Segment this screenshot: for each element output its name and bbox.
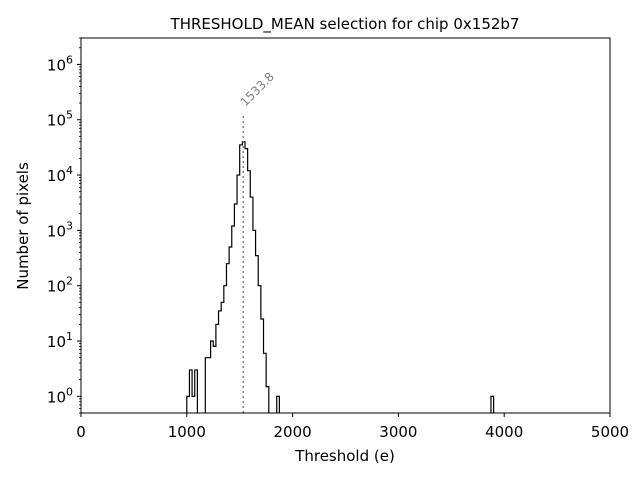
histogram-bin [216,324,219,413]
histogram-bin [261,319,264,413]
histogram-bin [266,387,269,413]
histogram-bin [187,396,190,413]
histogram-bin [491,396,494,413]
histogram-bin [221,302,224,413]
histogram-outline [186,141,495,413]
histogram-bin [205,358,208,413]
x-tick-label: 5000 [591,423,629,441]
histogram-bin [237,175,240,413]
y-tick-label: 100 [47,385,73,406]
y-tick-label: 101 [47,330,73,351]
x-tick-label: 0 [76,423,86,441]
histogram-bin [248,171,251,413]
y-tick-label: 104 [47,164,73,185]
y-tick-label: 105 [47,109,73,130]
histogram-bin [211,341,214,413]
histogram-bin [253,230,256,413]
histogram-bin [250,197,253,413]
chart-title: THRESHOLD_MEAN selection for chip 0x152b… [170,15,520,34]
histogram-bin [256,256,259,413]
x-tick-label: 3000 [379,423,417,441]
x-axis-label: Threshold (e) [294,447,395,465]
histogram-bin [229,247,232,413]
histogram-bin [234,204,237,413]
plot-frame [80,37,611,414]
histogram-bin [224,286,227,413]
x-tick-label: 1000 [168,423,206,441]
x-tick-label: 2000 [274,423,312,441]
histogram-bin [277,396,280,413]
histogram-bin [258,286,261,413]
histogram-bin [226,264,229,413]
histogram-bin [192,396,195,413]
histogram-bin [264,353,267,413]
y-tick-label: 106 [47,53,73,74]
histogram-bin [219,311,222,413]
y-tick-label: 103 [47,219,73,240]
histogram-bin [240,145,243,413]
y-axis-label: Number of pixels [14,162,32,290]
histogram-bin [213,346,216,413]
y-tick-label: 102 [47,275,73,296]
histogram-bin [189,370,192,413]
histogram-bin [195,370,198,413]
histogram-bin [232,226,235,413]
histogram-bin [208,358,211,413]
x-tick-label: 4000 [485,423,523,441]
histogram-bin [245,149,248,413]
